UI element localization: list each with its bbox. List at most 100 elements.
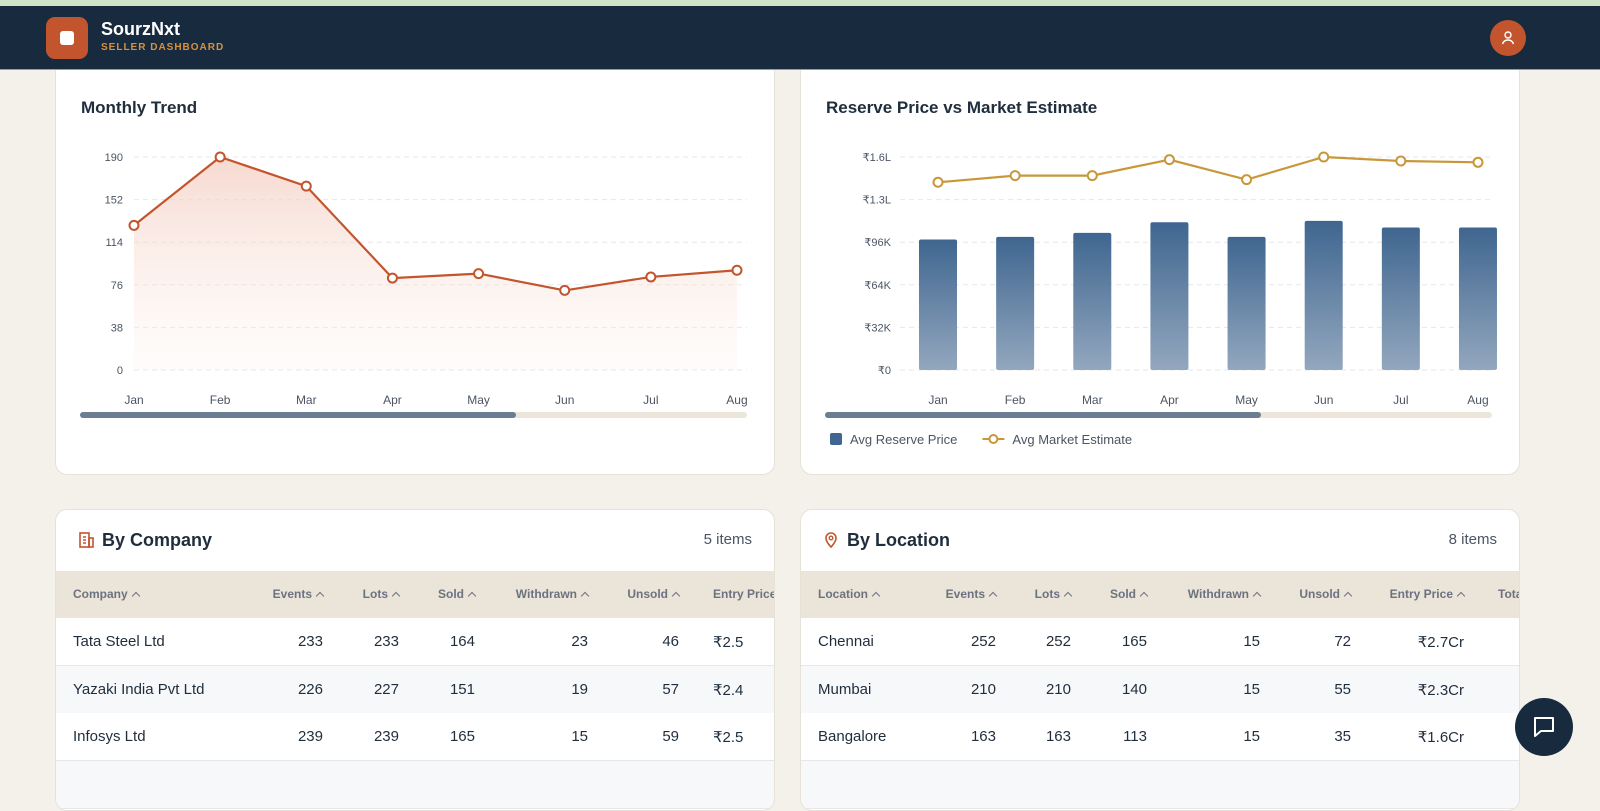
table-cell: 59 [662, 728, 679, 745]
sort-icon[interactable] [988, 591, 998, 601]
line [937, 155, 1478, 184]
company-icon [79, 532, 94, 548]
sort-icon[interactable] [1456, 591, 1466, 601]
table-cell: 57 [662, 680, 679, 698]
column-header-text[interactable]: Entry Price [713, 587, 775, 601]
x-tick-label: May [1235, 393, 1258, 407]
item-count: 8 items [1448, 531, 1497, 548]
sort-icon[interactable] [391, 591, 401, 601]
column-header-text[interactable]: Entry Price [1389, 587, 1453, 601]
point [1241, 174, 1253, 186]
table-cell: 15 [571, 728, 588, 745]
header: SourzNxt SELLER DASHBOARD [0, 6, 1600, 70]
area [134, 157, 737, 370]
brand-subtitle: SELLER DASHBOARD [101, 42, 225, 53]
x-tick-label: Jul [1393, 393, 1408, 407]
table-cell: 72 [1334, 633, 1351, 650]
column-header-text[interactable]: Events [945, 587, 985, 601]
sort-icon[interactable] [1252, 591, 1262, 601]
column-header-text[interactable]: Lots [362, 587, 388, 601]
sort-icon[interactable] [1343, 591, 1353, 601]
point [1318, 151, 1330, 163]
sort-icon[interactable] [467, 591, 477, 601]
column-header-text[interactable]: Unsold [627, 587, 668, 601]
table-title: By Location [847, 530, 951, 550]
logo-mark [60, 31, 74, 45]
table-cell: 15 [1243, 633, 1260, 650]
company-card: By Company 5 items Company Events Lots Sold Wi… [55, 509, 775, 811]
point [1009, 170, 1021, 182]
scroll-thumb[interactable] [825, 412, 1261, 418]
column-header-text[interactable]: Sold [438, 587, 464, 601]
table-row [801, 618, 1519, 666]
sort-icon[interactable] [1063, 591, 1073, 601]
column-header-row [56, 571, 774, 618]
bar [1381, 227, 1420, 370]
x-tick-label: Jan [124, 393, 143, 407]
column-header-text[interactable]: Lots [1034, 587, 1060, 601]
location-card: By Location 8 items Location Events Lots Sold… [800, 509, 1520, 811]
sort-icon[interactable] [1139, 591, 1149, 601]
legend-label: Avg Market Estimate [1012, 432, 1132, 447]
column-header-text[interactable]: Company [73, 587, 128, 601]
x-tick-label: Aug [1467, 393, 1488, 407]
bar [1304, 220, 1343, 370]
column-header-text[interactable]: Location [818, 587, 868, 601]
x-tick-label: Aug [726, 393, 747, 407]
column-header: Sold [438, 586, 477, 602]
point [473, 268, 485, 280]
column-header-text[interactable]: Sold [1110, 587, 1136, 601]
avatar[interactable] [1490, 20, 1526, 56]
sort-icon[interactable] [871, 591, 881, 601]
x-tick-label: May [467, 393, 490, 407]
column-header: Withdrawn [515, 586, 590, 602]
logo[interactable] [46, 17, 88, 59]
column-header-text[interactable]: Withdrawn [515, 587, 577, 601]
y-tick-label: ₹64K [864, 280, 891, 292]
table-cell: Tata Steel Ltd [73, 633, 165, 650]
column-header: Withdrawn [1187, 586, 1262, 602]
point [128, 219, 140, 231]
scroll-thumb[interactable] [80, 412, 516, 418]
y-tick-label: ₹96K [864, 237, 891, 249]
column-header: Location [818, 586, 881, 602]
column-header: Company [73, 586, 140, 602]
y-tick-label: 152 [105, 195, 123, 207]
point [1395, 155, 1407, 167]
table-cell: 239 [373, 728, 399, 745]
sort-icon[interactable] [671, 591, 681, 601]
chat-icon [1534, 717, 1554, 737]
table-cell: Infosys Ltd [73, 728, 146, 745]
legend-swatch [830, 433, 842, 445]
sort-icon[interactable] [131, 591, 140, 601]
y-tick-label: 38 [111, 322, 123, 334]
x-tick-label: Mar [1082, 393, 1103, 407]
column-header-text[interactable]: Unsold [1299, 587, 1340, 601]
table-cell: ₹2.5 [713, 729, 744, 746]
point [932, 176, 944, 188]
table-cell: 113 [1123, 728, 1147, 745]
bar [1150, 222, 1189, 370]
x-tick-label: Jun [1314, 393, 1333, 407]
y-tick-label: 190 [105, 152, 123, 164]
y-tick-label: ₹32K [864, 322, 891, 334]
item-count: 5 items [703, 531, 752, 548]
table-cell: 239 [297, 728, 323, 745]
table-cell: 233 [373, 633, 399, 650]
table-cell: 163 [970, 728, 996, 745]
chat-button[interactable] [1515, 698, 1573, 756]
column-header: Lots [1034, 586, 1073, 602]
table-row [56, 618, 774, 666]
column-header: Entry Price [1389, 586, 1466, 602]
table-cell: 233 [297, 633, 323, 650]
sort-icon[interactable] [315, 591, 325, 601]
column-header-text[interactable]: Events [272, 587, 312, 601]
brand: SourzNxt [101, 19, 181, 39]
sort-icon[interactable] [580, 591, 590, 601]
column-header-text[interactable]: Tota [1498, 587, 1519, 601]
point [1472, 156, 1484, 168]
table-cell: 140 [1121, 680, 1147, 698]
column-header-text[interactable]: Withdrawn [1187, 587, 1249, 601]
column-header: Tota [1498, 586, 1519, 602]
table-cell: 252 [1045, 633, 1071, 650]
